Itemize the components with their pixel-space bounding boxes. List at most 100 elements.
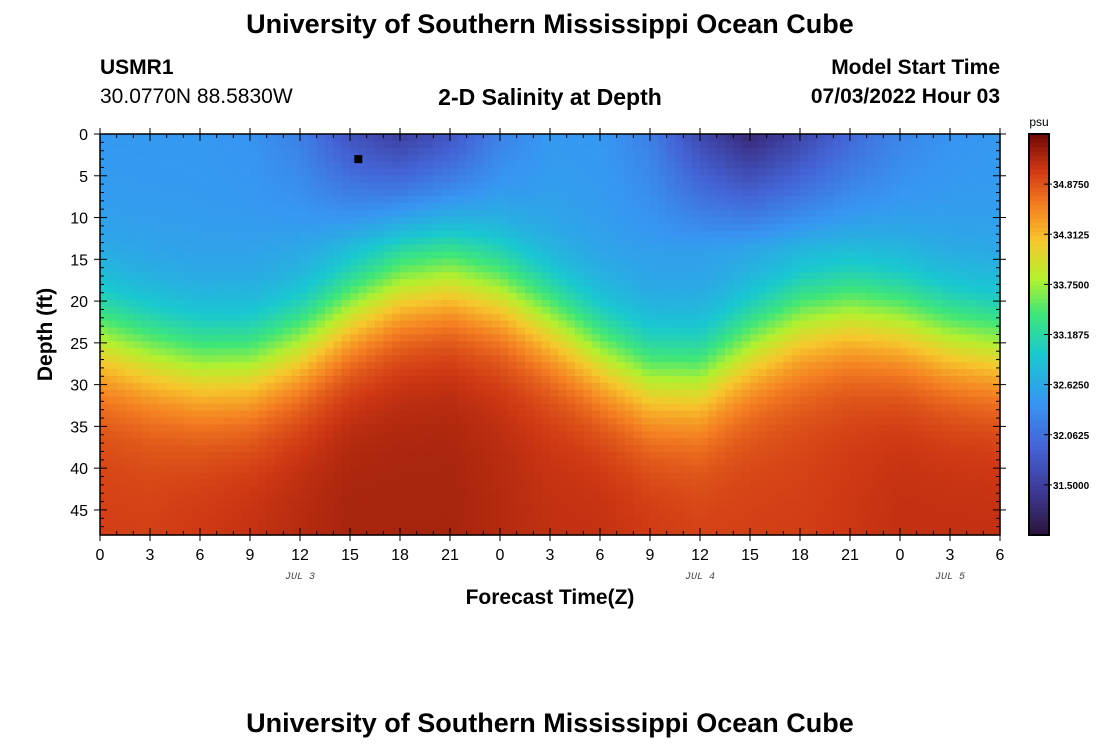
heatmap-cell — [750, 286, 759, 294]
heatmap-cell — [383, 182, 393, 190]
heatmap-cell — [458, 348, 468, 356]
heatmap-cell — [208, 168, 218, 177]
heatmap-cell — [425, 196, 434, 204]
heatmap-cell — [416, 168, 426, 177]
heatmap-cell — [275, 272, 284, 280]
heatmap-cell — [383, 279, 393, 287]
heatmap-cell — [650, 279, 659, 287]
heatmap-cell — [391, 327, 401, 336]
heatmap-cell — [716, 210, 726, 218]
heatmap-cell — [750, 299, 759, 308]
heatmap-cell — [325, 134, 334, 142]
heatmap-cell — [141, 334, 151, 343]
heatmap-cell — [900, 348, 909, 356]
heatmap-cell — [566, 140, 576, 149]
heatmap-cell — [816, 293, 826, 301]
heatmap-cell — [866, 369, 876, 377]
heatmap-cell — [283, 389, 293, 398]
heatmap-cell — [483, 369, 493, 377]
heatmap-cell — [633, 203, 643, 211]
heatmap-cell — [216, 175, 226, 183]
heatmap-cell — [616, 355, 626, 363]
heatmap-cell — [566, 431, 576, 439]
heatmap-cell — [425, 251, 434, 260]
heatmap-cell — [608, 134, 618, 142]
heatmap-cell — [575, 348, 584, 356]
heatmap-cell — [283, 369, 293, 377]
heatmap-cell — [858, 396, 868, 405]
heatmap-cell — [908, 203, 918, 211]
heatmap-cell — [341, 230, 351, 239]
heatmap-cell — [400, 175, 409, 183]
heatmap-cell — [283, 341, 293, 349]
heatmap-cell — [441, 251, 451, 260]
heatmap-cell — [233, 334, 243, 343]
heatmap-cell — [583, 375, 593, 384]
heatmap-cell — [591, 403, 601, 412]
heatmap-cell — [125, 203, 134, 211]
heatmap-cell — [516, 375, 526, 384]
heatmap-cell — [541, 147, 551, 156]
heatmap-cell — [425, 348, 434, 356]
heatmap-cell — [275, 196, 284, 204]
heatmap-cell — [825, 382, 834, 391]
heatmap-cell — [625, 341, 634, 349]
heatmap-cell — [350, 382, 359, 391]
heatmap-cell — [341, 134, 351, 142]
heatmap-cell — [383, 154, 393, 163]
heatmap-cell — [250, 134, 259, 142]
heatmap-cell — [416, 182, 426, 190]
heatmap-cell — [525, 251, 534, 260]
heatmap-cell — [416, 369, 426, 377]
heatmap-cell — [775, 341, 784, 349]
heatmap-cell — [341, 410, 351, 419]
heatmap-cell — [733, 230, 743, 239]
heatmap-cell — [266, 272, 276, 280]
heatmap-cell — [316, 134, 326, 142]
heatmap-cell — [933, 313, 943, 322]
heatmap-cell — [283, 244, 293, 253]
heatmap-cell — [741, 161, 751, 170]
heatmap-cell — [541, 417, 551, 425]
heatmap-cell — [308, 196, 318, 204]
heatmap-cell — [525, 355, 534, 363]
heatmap-cell — [350, 210, 359, 218]
heatmap-cell — [450, 279, 459, 287]
heatmap-cell — [608, 403, 618, 412]
heatmap-cell — [658, 445, 668, 453]
heatmap-cell — [400, 369, 409, 377]
heatmap-cell — [483, 334, 493, 343]
heatmap-cell — [633, 299, 643, 308]
heatmap-cell — [225, 161, 234, 170]
heatmap-cell — [941, 341, 951, 349]
heatmap-cell — [325, 272, 334, 280]
heatmap-cell — [358, 396, 368, 405]
heatmap-cell — [541, 355, 551, 363]
heatmap-cell — [850, 210, 859, 218]
heatmap-cell — [983, 258, 993, 266]
heatmap-cell — [983, 410, 993, 419]
heatmap-cell — [766, 216, 776, 225]
heatmap-cell — [400, 424, 409, 432]
heatmap-cell — [533, 279, 543, 287]
heatmap-cell — [341, 362, 351, 370]
heatmap-cell — [625, 140, 634, 149]
heatmap-cell — [883, 230, 893, 239]
heatmap-cell — [941, 313, 951, 322]
heatmap-cell — [633, 410, 643, 419]
heatmap-cell — [250, 258, 259, 266]
heatmap-cell — [500, 258, 509, 266]
heatmap-cell — [433, 403, 443, 412]
heatmap-cell — [300, 237, 309, 246]
heatmap-cell — [783, 375, 793, 384]
heatmap-cell — [383, 438, 393, 446]
heatmap-cell — [333, 258, 343, 266]
heatmap-cell — [700, 334, 709, 343]
heatmap-cell — [200, 244, 209, 253]
heatmap-cell — [816, 286, 826, 294]
heatmap-cell — [850, 189, 859, 197]
heatmap-cell — [866, 251, 876, 260]
heatmap-cell — [158, 140, 168, 149]
heatmap-cell — [775, 272, 784, 280]
heatmap-cell — [491, 265, 501, 273]
